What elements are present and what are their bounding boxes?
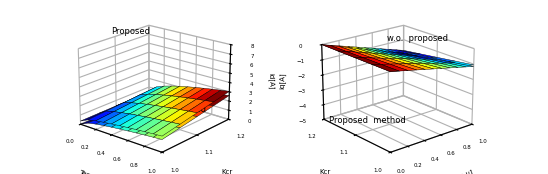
- Text: Proposed: Proposed: [111, 27, 150, 36]
- Text: Proposed  method: Proposed method: [329, 116, 406, 125]
- X-axis label: Tem[p.u]: Tem[p.u]: [78, 169, 109, 174]
- Y-axis label: Kcr: Kcr: [222, 169, 233, 174]
- Text: w.o.  proposed: w.o. proposed: [387, 34, 448, 43]
- Y-axis label: Kcr: Kcr: [319, 169, 331, 174]
- X-axis label: Tem[p.u]: Tem[p.u]: [443, 169, 475, 174]
- Text: w.o.  proposed: w.o. proposed: [145, 105, 206, 114]
